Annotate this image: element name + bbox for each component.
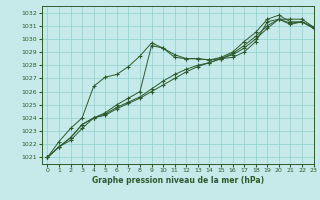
X-axis label: Graphe pression niveau de la mer (hPa): Graphe pression niveau de la mer (hPa): [92, 176, 264, 185]
